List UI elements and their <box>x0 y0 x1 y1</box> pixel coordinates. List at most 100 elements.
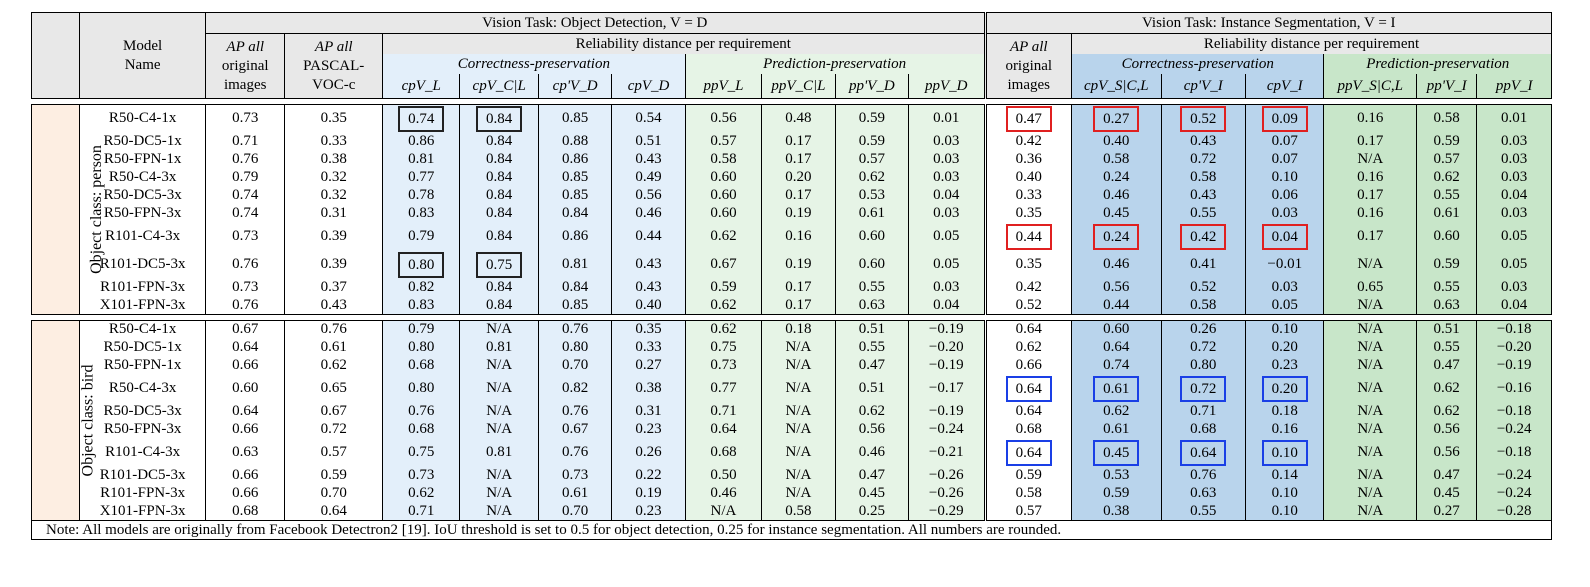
od-value: 0.60 <box>834 222 909 251</box>
od-value: 0.60 <box>834 250 909 279</box>
is-value: 0.17 <box>1323 132 1417 151</box>
ap-voc: 0.65 <box>284 374 383 403</box>
od-value: 0.79 <box>382 222 460 251</box>
ap-voc: 0.32 <box>284 168 383 187</box>
table-row: X101-FPN-3x 0.68 0.64 0.71 N/A 0.70 0.23 N/A 0.5… <box>32 502 1552 521</box>
is-correctness-label: Correctness-preservation <box>1121 55 1274 72</box>
is-col-header-4: pp'V_I <box>1415 74 1477 99</box>
is-value: 0.80 <box>1160 356 1246 375</box>
od-value: 0.84 <box>459 204 539 223</box>
class-label: Object class: person <box>87 144 105 274</box>
ap-original: 0.74 <box>204 204 285 223</box>
is-value: N/A <box>1323 484 1417 503</box>
od-value: N/A <box>761 356 836 375</box>
table-row: R50-C4-3x 0.60 0.65 0.80 N/A 0.82 0.38 0.77 N/A 0… <box>32 374 1552 403</box>
ap-voc: 0.32 <box>284 186 383 205</box>
is-col-header-2: cpV_I <box>1245 74 1324 99</box>
is-value: 0.65 <box>1323 278 1417 297</box>
od-value: 0.17 <box>761 296 836 315</box>
od-col-header-4: ppV_L <box>684 74 762 99</box>
is-value: 0.10 <box>1245 320 1324 339</box>
voc-header-line2: PASCAL- <box>303 57 365 74</box>
is-value: −0.24 <box>1476 420 1552 439</box>
od-group-title: Vision Task: Object Detection, V = D <box>482 14 708 31</box>
od-value: 0.59 <box>834 132 909 151</box>
is-value-highlight: 0.20 <box>1261 375 1308 402</box>
is-value: 0.44 <box>1071 296 1162 315</box>
is-value: 0.17 <box>1323 222 1417 251</box>
is-value: 0.51 <box>1415 320 1477 339</box>
is-value: 0.42 <box>1160 222 1246 251</box>
od-correctness-header: Correctness-preservation <box>382 54 686 74</box>
is-value: 0.05 <box>1476 250 1552 279</box>
is-value: N/A <box>1323 250 1417 279</box>
od-value: 0.57 <box>834 150 909 169</box>
od-value: 0.84 <box>459 186 539 205</box>
od-value: −0.26 <box>908 484 986 503</box>
is-value: N/A <box>1323 374 1417 403</box>
model-name: X101-FPN-3x <box>79 296 206 315</box>
od-col-header-1: cpV_C|L <box>459 74 539 99</box>
is-col-header-1: cp'V_I <box>1160 74 1246 99</box>
is-value: 0.52 <box>1160 278 1246 297</box>
od-value: 0.23 <box>611 502 686 521</box>
table-row: R50-DC5-3x 0.64 0.67 0.76 N/A 0.76 0.31 0.71 N/A… <box>32 402 1552 421</box>
od-value: 0.04 <box>908 296 986 315</box>
is-ap-original: 0.64 <box>983 320 1072 339</box>
od-value: N/A <box>761 484 836 503</box>
od-value: 0.84 <box>459 168 539 187</box>
is-value-highlight: 0.24 <box>1093 223 1140 250</box>
od-value: 0.26 <box>611 438 686 467</box>
od-value: 0.76 <box>537 320 612 339</box>
od-value: 0.83 <box>382 204 460 223</box>
od-value: 0.59 <box>684 278 762 297</box>
is-value: −0.16 <box>1476 374 1552 403</box>
is-value: 0.63 <box>1160 484 1246 503</box>
is-value: 0.03 <box>1245 278 1324 297</box>
od-value: 0.84 <box>459 132 539 151</box>
od-value: 0.62 <box>834 168 909 187</box>
od-value: 0.51 <box>611 132 686 151</box>
is-value-highlight: 0.61 <box>1093 375 1140 402</box>
is-value: 0.61 <box>1071 374 1162 403</box>
od-value: 0.81 <box>459 438 539 467</box>
is-value: 0.07 <box>1245 150 1324 169</box>
od-value: 0.84 <box>459 150 539 169</box>
od-value: 0.82 <box>382 278 460 297</box>
is-value: −0.18 <box>1476 402 1552 421</box>
ap-voc: 0.57 <box>284 438 383 467</box>
is-value: 0.62 <box>1071 402 1162 421</box>
od-value: 0.35 <box>611 320 686 339</box>
od-value: 0.56 <box>611 186 686 205</box>
is-value: N/A <box>1323 320 1417 339</box>
ap-original: 0.66 <box>204 484 285 503</box>
ap-original: 0.74 <box>204 186 285 205</box>
is-value: 0.64 <box>1071 338 1162 357</box>
class-label-cell: Object class: bird <box>30 320 96 521</box>
od-value: 0.04 <box>908 186 986 205</box>
is-value: 0.55 <box>1160 204 1246 223</box>
od-col-header-2: cp'V_D <box>537 74 612 99</box>
is-value: 0.56 <box>1415 420 1477 439</box>
od-value: 0.81 <box>537 250 612 279</box>
is-value: 0.38 <box>1071 502 1162 521</box>
is-value-highlight: 0.04 <box>1261 223 1308 250</box>
od-value: 0.46 <box>611 204 686 223</box>
ap-original: 0.66 <box>204 420 285 439</box>
od-value: 0.64 <box>684 420 762 439</box>
is-value: 0.55 <box>1160 502 1246 521</box>
ap-original: 0.73 <box>204 222 285 251</box>
model-header-line1: Model <box>123 37 163 54</box>
is-col-header-3: ppV_S|C,L <box>1323 74 1417 99</box>
ap-voc: 0.35 <box>284 104 383 133</box>
is-value: 0.23 <box>1245 356 1324 375</box>
is-value: −0.24 <box>1476 484 1552 503</box>
is-ap-original: 0.64 <box>983 438 1072 467</box>
od-value: N/A <box>459 484 539 503</box>
od-value: 0.76 <box>537 402 612 421</box>
od-value: 0.62 <box>382 484 460 503</box>
od-value: 0.80 <box>537 338 612 357</box>
ap-voc-header: AP all PASCAL- VOC-c <box>284 33 383 99</box>
is-value-highlight: 0.45 <box>1093 439 1140 466</box>
od-value: N/A <box>459 420 539 439</box>
